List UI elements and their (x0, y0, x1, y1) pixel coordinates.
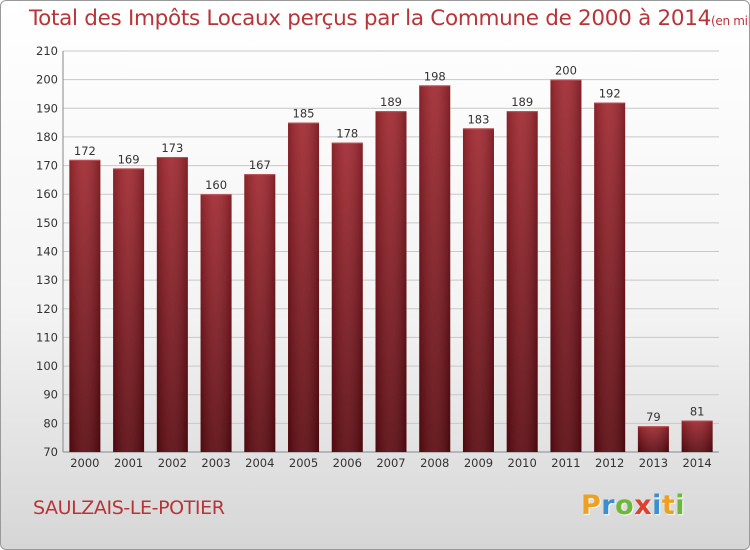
y-tick-label: 110 (36, 330, 58, 344)
x-tick-label: 2001 (114, 456, 143, 470)
bar-highlight (156, 156, 188, 452)
chart-unit-note: (en milliers d'€) (711, 14, 749, 28)
x-tick-label: 2007 (376, 456, 405, 470)
y-tick-label: 140 (36, 245, 58, 259)
bar-highlight (331, 142, 363, 452)
bar-highlight (113, 168, 145, 452)
y-tick-label: 150 (36, 216, 58, 230)
data-label: 183 (467, 112, 489, 126)
x-tick-label: 2003 (201, 456, 230, 470)
bar-highlight (637, 426, 669, 452)
data-label: 189 (511, 95, 533, 109)
chart-title-text: Total des Impôts Locaux perçus par la Co… (29, 6, 711, 31)
x-tick-label: 2006 (333, 456, 362, 470)
commune-name: SAULZAIS-LE-POTIER (33, 497, 225, 519)
bar-highlight (419, 85, 451, 452)
x-tick-label: 2002 (158, 456, 187, 470)
x-tick-label: 2012 (595, 456, 624, 470)
bar-highlight (462, 128, 494, 452)
y-tick-label: 160 (36, 187, 58, 201)
bar-highlight (288, 122, 320, 452)
bar-highlight (681, 420, 713, 452)
logo-letter: P (581, 490, 602, 521)
y-tick-label: 100 (36, 359, 58, 373)
bar-highlight (594, 102, 626, 453)
label-layer: 172 2000 169 2001 173 2002 160 2003 167 2004 185 20… (70, 64, 712, 470)
y-tick-label: 200 (36, 73, 58, 87)
y-tick-label: 120 (36, 302, 58, 316)
data-label: 79 (646, 410, 661, 424)
bar-highlight (550, 79, 582, 453)
bar-highlight (375, 111, 407, 453)
logo-letter: t (661, 490, 676, 521)
data-label: 189 (380, 95, 402, 109)
logo-letter: x (634, 490, 653, 521)
x-tick-label: 2008 (420, 456, 449, 470)
x-tick-label: 2013 (639, 456, 668, 470)
x-tick-label: 2004 (245, 456, 274, 470)
bar-highlight (506, 111, 538, 453)
x-tick-label: 2010 (508, 456, 537, 470)
chart-title: Total des Impôts Locaux perçus par la Co… (29, 6, 749, 31)
data-label: 172 (74, 144, 96, 158)
x-tick-label: 2005 (289, 456, 318, 470)
x-tick-label: 2011 (551, 456, 580, 470)
data-label: 185 (293, 107, 315, 121)
y-tick-label: 210 (36, 44, 58, 58)
bar-highlight (69, 159, 101, 453)
proxiti-logo: Proxiti (581, 490, 685, 521)
y-tick-label: 190 (36, 101, 58, 115)
data-label: 192 (599, 87, 621, 101)
logo-letter: i (675, 490, 686, 521)
y-tick-label: 80 (43, 416, 58, 430)
y-tick-label: 180 (36, 130, 58, 144)
logo-letter: r (601, 490, 616, 521)
data-label: 167 (249, 158, 271, 172)
data-label: 81 (690, 404, 705, 418)
bar-layer (69, 79, 713, 453)
x-tick-label: 2014 (682, 456, 711, 470)
y-tick-label: 170 (36, 159, 58, 173)
data-label: 198 (424, 69, 446, 83)
logo-letter: o (615, 490, 635, 521)
bar-highlight (244, 174, 276, 452)
y-tick-label: 130 (36, 273, 58, 287)
data-label: 173 (161, 141, 183, 155)
x-tick-label: 2000 (70, 456, 99, 470)
data-label: 178 (336, 127, 358, 141)
data-label: 169 (118, 152, 140, 166)
logo-letter: i (652, 490, 662, 521)
y-tick-label: 90 (43, 388, 58, 402)
bar-highlight (200, 194, 232, 452)
y-tick-label: 70 (43, 445, 58, 459)
data-label: 200 (555, 64, 577, 78)
x-tick-label: 2009 (464, 456, 493, 470)
data-label: 160 (205, 178, 227, 192)
